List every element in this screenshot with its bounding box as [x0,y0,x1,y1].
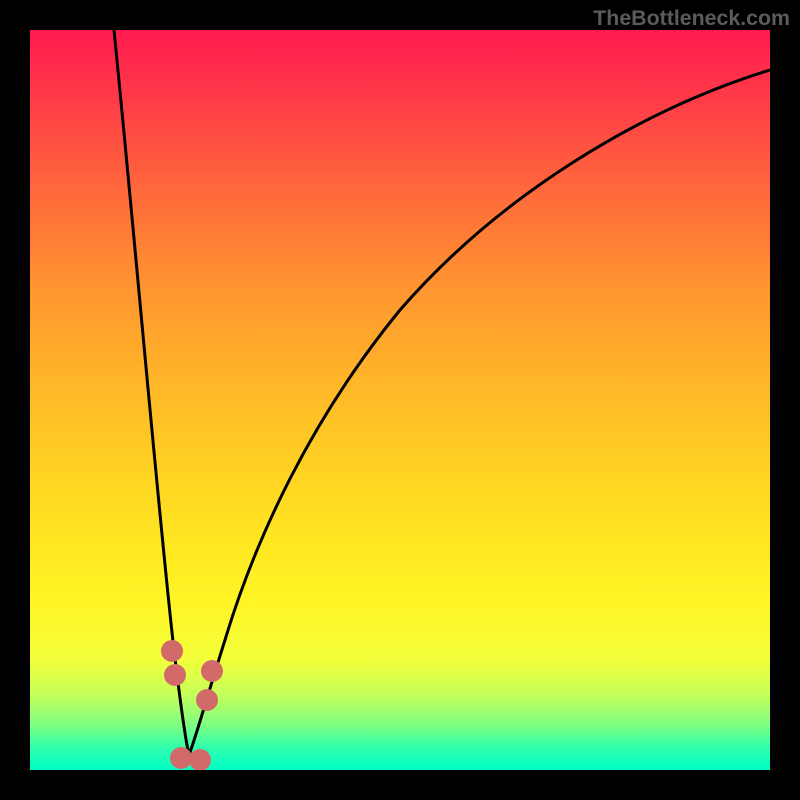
watermark-text: TheBottleneck.com [593,6,790,31]
plot-gradient-area [30,30,770,770]
frame-right [770,0,800,800]
frame-left [0,0,30,800]
frame-bottom [0,770,800,800]
chart-canvas: TheBottleneck.com [0,0,800,800]
